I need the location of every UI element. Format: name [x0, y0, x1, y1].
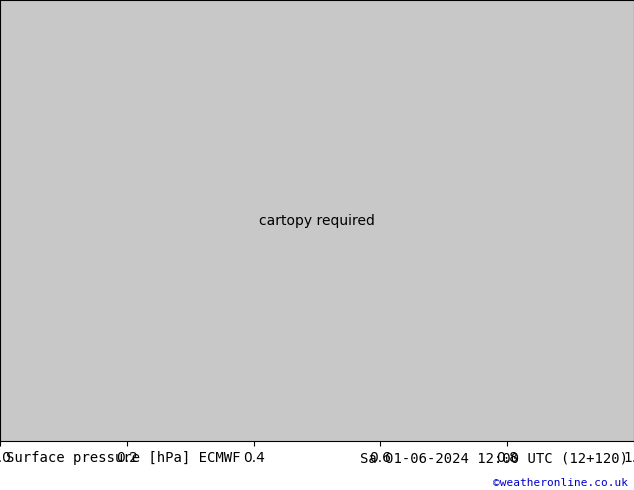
- Text: ©weatheronline.co.uk: ©weatheronline.co.uk: [493, 478, 628, 488]
- Text: cartopy required: cartopy required: [259, 214, 375, 227]
- Text: Sa 01-06-2024 12:00 UTC (12+120): Sa 01-06-2024 12:00 UTC (12+120): [359, 451, 628, 465]
- Text: Surface pressure [hPa] ECMWF: Surface pressure [hPa] ECMWF: [6, 451, 241, 465]
